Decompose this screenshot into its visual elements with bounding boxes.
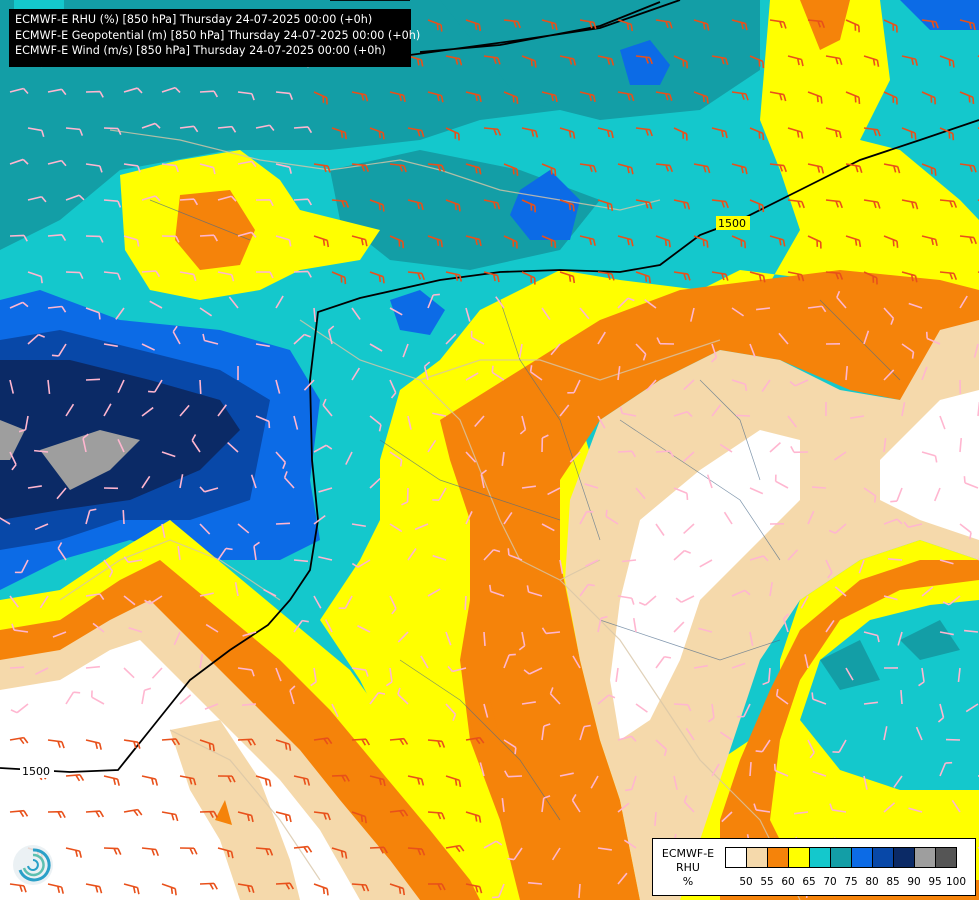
field-60: [800, 0, 850, 50]
field-55: [565, 320, 979, 900]
legend-tick-label: 75: [844, 876, 858, 888]
field-95: [0, 420, 25, 460]
field-75: [440, 0, 760, 120]
legend-swatch: [872, 847, 894, 868]
field-60: [175, 190, 255, 270]
legend-title-variable: RHU: [676, 861, 700, 874]
legend-swatch: [914, 847, 936, 868]
contour-label-southwest: 1500: [22, 765, 50, 778]
legend-swatch: [830, 847, 852, 868]
field-60: [470, 700, 500, 760]
info-line-rhu: ECMWF-E RHU (%) [850 hPa] Thursday 24-07…: [15, 13, 373, 26]
legend-swatch: [746, 847, 768, 868]
rhu-legend: ECMWF-E RHU % 50 55 60 65 70 75 80 85 90 95 100: [652, 838, 976, 896]
forecast-info-box: ECMWF-E RHU (%) [850 hPa] Thursday 24-07…: [9, 9, 421, 67]
legend-swatch: [788, 847, 810, 868]
legend-tick-label: 95: [928, 876, 942, 888]
legend-swatch: [851, 847, 873, 868]
field-80: [900, 0, 979, 30]
legend-tick-label: 90: [907, 876, 921, 888]
legend-tick-label: 60: [781, 876, 795, 888]
legend-swatch: [935, 847, 957, 868]
legend-swatch: [893, 847, 915, 868]
field-95: [40, 430, 140, 490]
region-borders: [149, 199, 901, 821]
field-75: [820, 640, 880, 690]
field-55: [170, 720, 300, 900]
contour-label-north: 1500: [718, 217, 746, 230]
field-75: [900, 620, 960, 660]
legend-tick-label: 65: [802, 876, 816, 888]
legend-unit: %: [682, 875, 694, 888]
country-borders: [59, 129, 801, 900]
legend-tick-label: 55: [760, 876, 774, 888]
geopotential-contour-1500: [0, 0, 979, 773]
legend-swatch: [767, 847, 789, 868]
legend-ticks: 50 55 60 65 70 75 80 85 90 95 100: [725, 876, 979, 890]
legend-swatches: [725, 847, 957, 868]
field-80: [620, 40, 670, 85]
field-50: [610, 430, 800, 740]
field-80: [510, 170, 580, 240]
info-line-wind: ECMWF-E Wind (m/s) [850 hPa] Thursday 24…: [15, 44, 386, 57]
legend-swatch: [809, 847, 831, 868]
legend-tick-label: 85: [886, 876, 900, 888]
legend-title-model: ECMWF-E: [661, 847, 715, 860]
ecmwf-swirl-icon: [13, 845, 53, 885]
legend-tick-label: 70: [823, 876, 837, 888]
info-line-geopotential: ECMWF-E Geopotential (m) [850 hPa] Thurs…: [15, 28, 421, 42]
field-60: [440, 270, 979, 900]
legend-tick-label: 100: [945, 876, 967, 888]
field-50: [880, 390, 979, 540]
legend-tick-label: 80: [865, 876, 879, 888]
legend-title: ECMWF-E RHU %: [655, 847, 721, 889]
field-60: [215, 800, 232, 825]
legend-swatch: [725, 847, 747, 868]
legend-tick-label: 50: [739, 876, 753, 888]
